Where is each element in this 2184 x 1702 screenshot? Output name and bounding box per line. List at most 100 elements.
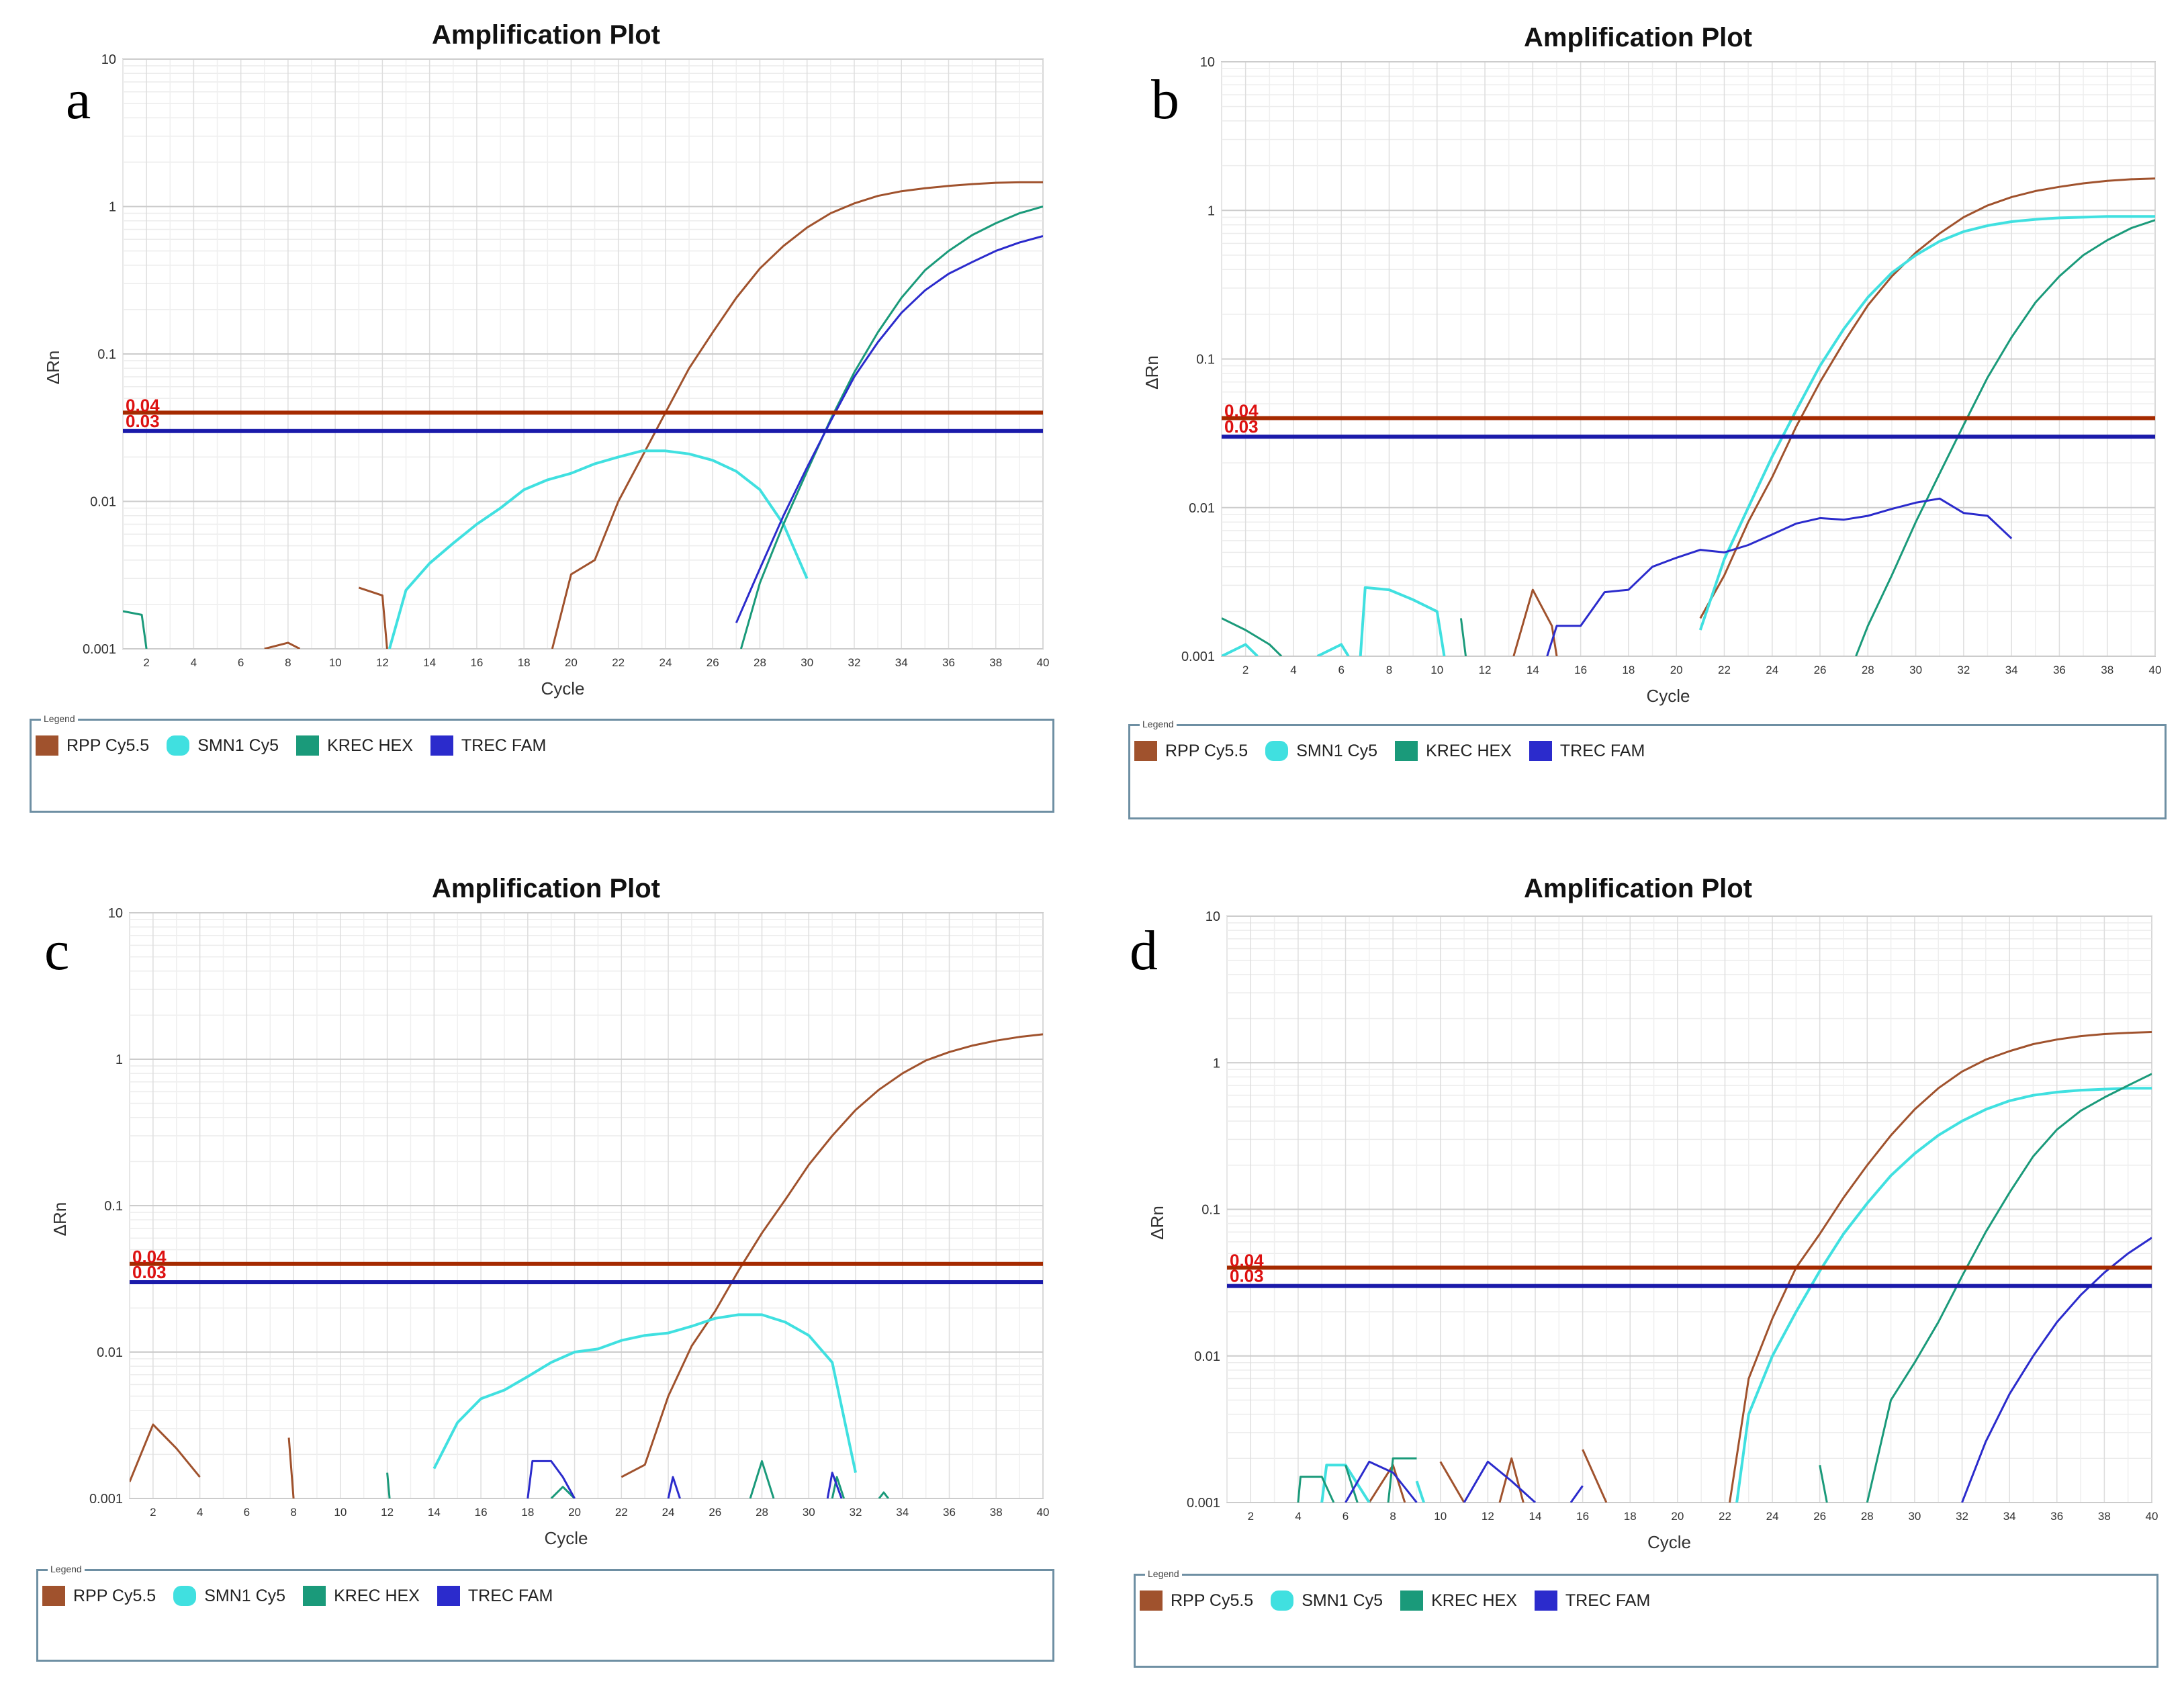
series-line xyxy=(1582,1449,1608,1503)
x-tick-label: 36 xyxy=(2050,1510,2063,1523)
x-axis-label: Cycle xyxy=(1646,686,1690,706)
y-tick-label: 0.001 xyxy=(83,642,116,657)
y-tick-label: 1 xyxy=(109,200,116,215)
series-line xyxy=(1569,1485,1584,1503)
x-tick-label: 32 xyxy=(850,1506,862,1519)
legend-items: RPP Cy5.5 SMN1 Cy5 KREC HEX TREC FAM xyxy=(42,1586,553,1606)
x-tick-label: 20 xyxy=(1670,664,1683,676)
x-tick-label: 8 xyxy=(285,656,291,669)
plot-title: Amplification Plot xyxy=(1524,874,1752,903)
series-line xyxy=(1866,1073,2152,1503)
legend-box: Legend RPP Cy5.5 SMN1 Cy5 KREC HEX TREC FAM xyxy=(1128,719,2167,819)
series-line xyxy=(550,1486,576,1498)
x-tick-label: 2 xyxy=(1242,664,1248,676)
legend-label: SMN1 Cy5 xyxy=(204,1586,286,1605)
x-tick-label: 8 xyxy=(290,1506,296,1519)
legend-items: RPP Cy5.5 SMN1 Cy5 KREC HEX TREC FAM xyxy=(1134,741,1645,761)
x-tick-label: 6 xyxy=(1338,664,1344,676)
y-tick-label: 0.01 xyxy=(90,495,116,510)
legend-label: SMN1 Cy5 xyxy=(197,735,279,755)
x-tick-label: 28 xyxy=(1862,664,1874,676)
plot-title: Amplification Plot xyxy=(432,20,660,50)
x-tick-label: 18 xyxy=(518,656,531,669)
series-line xyxy=(735,235,1043,623)
legend-item: SMN1 Cy5 xyxy=(173,1586,285,1606)
series-line xyxy=(1316,643,1350,656)
y-tick-label: 0.01 xyxy=(1189,501,1215,516)
y-tick-label: 10 xyxy=(108,906,123,921)
series-line xyxy=(1463,1460,1537,1503)
x-tick-label: 38 xyxy=(990,1506,1003,1519)
x-tick-label: 20 xyxy=(1671,1510,1684,1523)
x-tick-label: 10 xyxy=(334,1506,347,1519)
series-line xyxy=(1698,215,2155,631)
x-tick-label: 26 xyxy=(1814,664,1827,676)
legend-item: TREC FAM xyxy=(430,735,546,756)
series-line xyxy=(621,1033,1043,1478)
legend-item: TREC FAM xyxy=(1534,1591,1650,1611)
legend-label: KREC HEX xyxy=(327,735,413,755)
legend-caption: Legend xyxy=(1140,719,1177,729)
x-tick-label: 38 xyxy=(2101,664,2113,676)
x-tick-label: 18 xyxy=(1622,664,1635,676)
x-tick-label: 24 xyxy=(662,1506,675,1519)
x-tick-label: 16 xyxy=(1576,1510,1589,1523)
x-tick-label: 12 xyxy=(1482,1510,1494,1523)
plot-title: Amplification Plot xyxy=(1524,23,1752,52)
series-line xyxy=(1345,1460,1418,1503)
curves xyxy=(1297,1031,2152,1503)
legend-item: KREC HEX xyxy=(1400,1591,1517,1611)
legend-item: KREC HEX xyxy=(303,1586,420,1606)
y-tick-label: 0.1 xyxy=(1196,353,1215,367)
series-line xyxy=(878,1491,889,1498)
legend-swatch xyxy=(1265,741,1289,761)
legend-swatch xyxy=(1140,1591,1163,1611)
series-line xyxy=(1345,1464,1359,1503)
legend-item: SMN1 Cy5 xyxy=(167,735,279,756)
x-tick-label: 14 xyxy=(1529,1510,1542,1523)
legend-swatch xyxy=(42,1586,65,1606)
legend-caption: Legend xyxy=(48,1564,85,1574)
y-axis-label: ΔRn xyxy=(50,1202,70,1237)
series-line xyxy=(1961,1237,2152,1503)
series-line xyxy=(1222,617,1283,656)
x-tick-label: 2 xyxy=(143,656,149,669)
y-tick-label: 1 xyxy=(1213,1056,1220,1071)
legend-item: KREC HEX xyxy=(296,735,413,756)
y-tick-label: 0.001 xyxy=(89,1492,123,1507)
series-line xyxy=(264,641,301,649)
legend-label: SMN1 Cy5 xyxy=(1296,741,1378,760)
legend-label: RPP Cy5.5 xyxy=(73,1586,156,1605)
y-tick-label: 0.1 xyxy=(104,1199,123,1214)
x-tick-label: 12 xyxy=(376,656,389,669)
x-tick-label: 38 xyxy=(989,656,1002,669)
panel-letter: b xyxy=(1151,69,1179,131)
legend-label: RPP Cy5.5 xyxy=(1171,1591,1254,1610)
threshold-label: 0.03 xyxy=(126,411,160,431)
curves xyxy=(123,181,1043,649)
threshold-label: 0.04 xyxy=(126,395,160,415)
legend-swatch xyxy=(167,735,190,756)
legend-label: TREC FAM xyxy=(1559,741,1645,760)
legend-item: SMN1 Cy5 xyxy=(1265,741,1377,761)
x-tick-label: 32 xyxy=(848,656,861,669)
legend-item: SMN1 Cy5 xyxy=(1271,1591,1383,1611)
y-tick-label: 10 xyxy=(101,52,116,67)
y-tick-label: 0.1 xyxy=(97,347,116,362)
legend-label: KREC HEX xyxy=(334,1586,420,1605)
series-line xyxy=(1699,177,2155,619)
legend-label: KREC HEX xyxy=(1431,1591,1517,1610)
plot-title: Amplification Plot xyxy=(432,874,660,903)
legend-box: Legend RPP Cy5.5 SMN1 Cy5 KREC HEX TREC FAM xyxy=(36,1564,1054,1662)
series-line xyxy=(551,181,1043,649)
panel-c: Amplification Plot c 0.001 0.01 0.1 1 10 2 4 6 8… xyxy=(0,851,1092,1702)
x-tick-label: 36 xyxy=(942,656,955,669)
x-tick-label: 24 xyxy=(1766,1510,1779,1523)
x-axis-label: Cycle xyxy=(541,678,584,699)
y-tick-label: 1 xyxy=(1208,204,1215,218)
x-tick-label: 4 xyxy=(191,656,197,669)
x-tick-label: 28 xyxy=(754,656,766,669)
y-tick-label: 1 xyxy=(116,1052,123,1067)
